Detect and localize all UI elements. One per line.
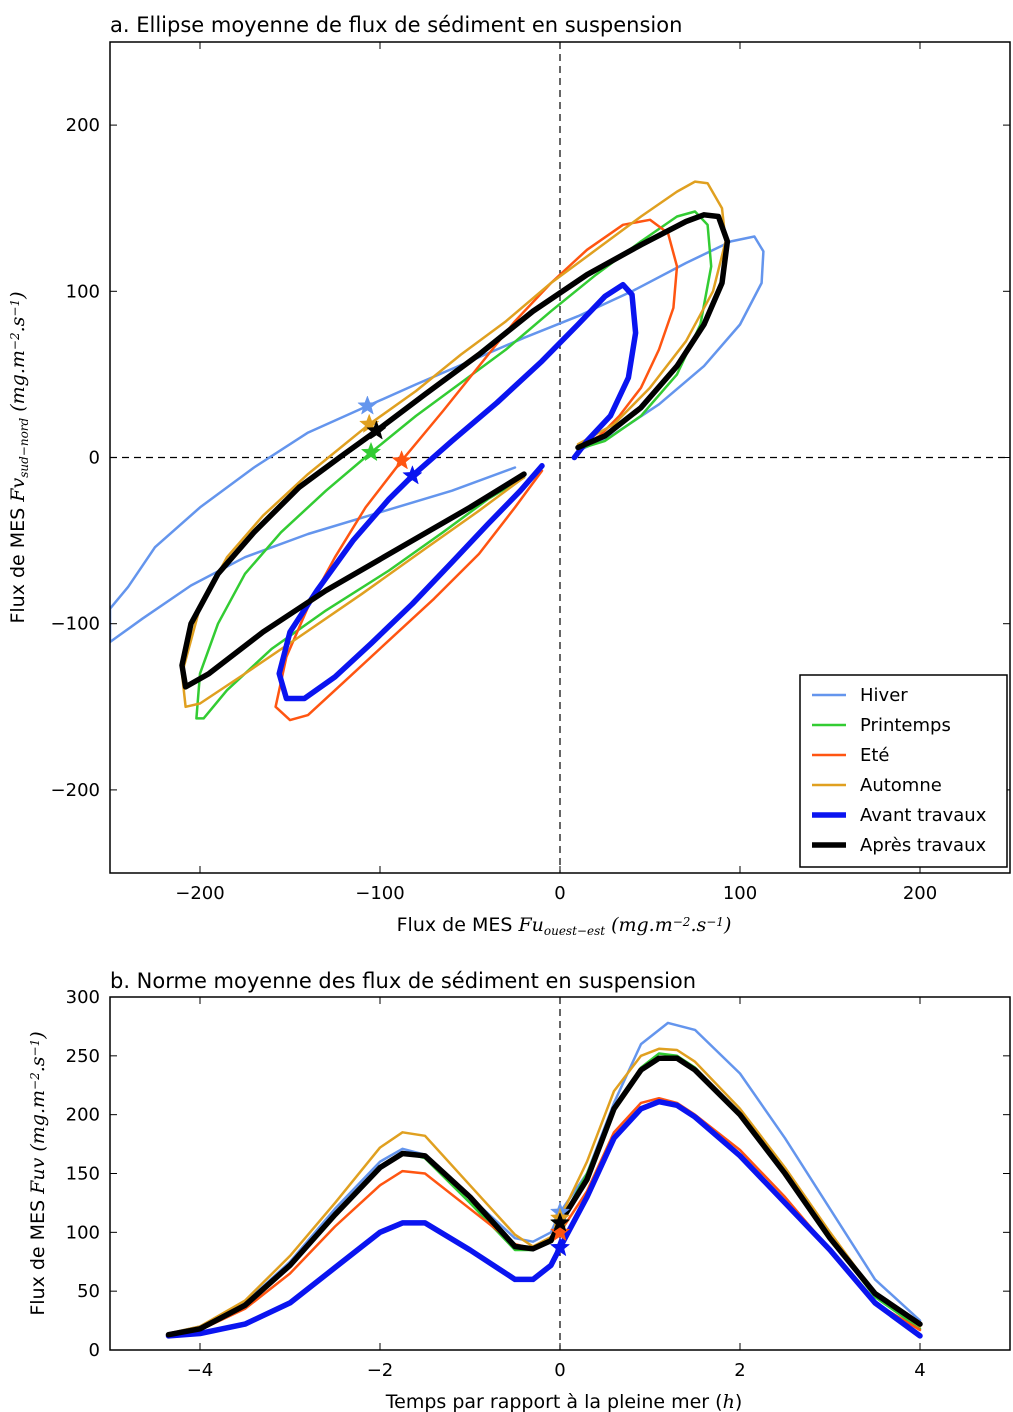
series-marker-star-5 [549, 1212, 571, 1232]
series-line-4 [165, 1098, 923, 1339]
series-marker-star-1 [360, 441, 382, 462]
x-tick-label: 0 [554, 1360, 565, 1381]
y-tick-label: 300 [66, 987, 100, 1008]
x-tick-label: −2 [367, 1360, 394, 1381]
x-tick-label: −100 [355, 883, 404, 904]
series-marker-star-5 [366, 420, 387, 440]
y-axis-label: Flux de MES Fuv (mg.m−2.s−1) [27, 1031, 49, 1315]
panel-a-ellipse-chart: a. Ellipse moyenne de flux de sédiment e… [7, 13, 1011, 938]
x-tick-label: −4 [187, 1360, 214, 1381]
legend-label-5: Après travaux [860, 835, 986, 856]
series-line-1 [167, 1052, 922, 1335]
x-tick-label: 2 [734, 1360, 745, 1381]
x-tick-label: 100 [723, 883, 757, 904]
x-tick-label: 200 [903, 883, 937, 904]
legend: Hiver Printemps Eté Automne Avant travaux Apr… [799, 674, 1008, 868]
series-line-2 [274, 218, 679, 722]
x-tick-label: 0 [554, 883, 565, 904]
series-marker-star-0 [357, 395, 378, 415]
y-tick-label: 100 [66, 281, 100, 302]
series-line-4 [276, 281, 639, 702]
series-line-5 [179, 212, 731, 690]
x-tick-label: 4 [914, 1360, 925, 1381]
panel-b-title: b. Norme moyenne des flux de sédiment en… [110, 969, 696, 993]
series-marker-star-2 [391, 450, 412, 470]
series-marker-star-4 [549, 1236, 571, 1257]
x-tick-label: −200 [175, 883, 224, 904]
y-tick-label: −200 [51, 780, 100, 801]
legend-label-3: Automne [860, 775, 942, 796]
legend-label-2: Eté [860, 745, 890, 766]
y-tick-label: 100 [66, 1222, 100, 1243]
panel-a-title: a. Ellipse moyenne de flux de sédiment e… [110, 13, 682, 37]
y-axis-label: Flux de MES Fvsud−nord (mg.m−2.s−1) [7, 291, 31, 623]
series-line-3 [180, 180, 727, 709]
series-group [110, 180, 765, 722]
y-tick-label: 0 [89, 1340, 100, 1361]
y-tick-label: 50 [77, 1281, 100, 1302]
legend-label-1: Printemps [860, 715, 951, 736]
series-line-2 [167, 1096, 922, 1336]
y-tick-label: 150 [66, 1164, 100, 1185]
x-axis-label: Flux de MES Fuouest−est (mg.m−2.s−1) [397, 914, 732, 938]
x-axis-label: Temps par rapport à la pleine mer (h) [385, 1391, 743, 1412]
legend-box [799, 674, 1008, 868]
legend-label-4: Avant travaux [860, 805, 987, 826]
series-marker-star-4 [402, 465, 423, 485]
y-tick-label: −100 [51, 614, 100, 635]
series-line-5 [165, 1055, 923, 1338]
legend-label-0: Hiver [860, 685, 908, 706]
series-line-0 [167, 1021, 922, 1335]
y-tick-label: 0 [89, 448, 100, 469]
series-line-0 [110, 235, 765, 644]
y-tick-label: 250 [66, 1046, 100, 1067]
y-tick-label: 200 [66, 1105, 100, 1126]
series-line-1 [195, 210, 713, 720]
series-group [165, 1021, 923, 1339]
series-line-3 [167, 1047, 922, 1335]
panel-b-norm-chart: b. Norme moyenne des flux de sédiment en… [27, 969, 1011, 1412]
series-marker-star-2 [549, 1221, 571, 1241]
y-tick-label: 200 [66, 115, 100, 136]
